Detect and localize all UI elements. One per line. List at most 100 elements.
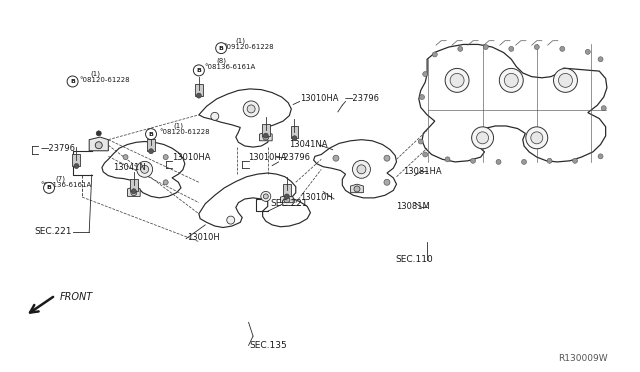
Text: —23796: —23796 [41,144,76,153]
Circle shape [284,197,290,203]
Circle shape [333,155,339,161]
Circle shape [263,134,269,140]
Circle shape [44,182,54,193]
Polygon shape [262,124,270,136]
Circle shape [131,190,137,196]
Circle shape [522,160,527,164]
Text: FRONT: FRONT [60,292,93,302]
Circle shape [432,52,437,57]
Circle shape [384,179,390,185]
Circle shape [445,157,450,162]
Circle shape [559,73,572,87]
Text: (1): (1) [173,123,183,129]
Polygon shape [199,173,310,228]
Circle shape [531,132,543,144]
Text: B: B [219,46,223,51]
Circle shape [292,136,297,141]
Circle shape [554,68,577,92]
Text: (7): (7) [56,175,65,182]
Polygon shape [130,179,138,191]
Text: 13041N: 13041N [113,163,145,172]
Text: (8): (8) [217,58,227,64]
Polygon shape [314,140,397,198]
Circle shape [458,46,463,51]
Circle shape [131,189,136,194]
Circle shape [193,65,204,76]
Text: SEC.221: SEC.221 [35,227,72,236]
Polygon shape [127,187,140,196]
Text: 13010HA: 13010HA [172,153,211,161]
Polygon shape [291,126,298,138]
Circle shape [483,45,488,49]
Circle shape [598,154,603,159]
Circle shape [384,155,390,161]
Circle shape [526,127,548,149]
Polygon shape [89,137,108,151]
Circle shape [534,45,540,49]
Circle shape [148,149,154,154]
Circle shape [422,71,428,77]
Circle shape [353,160,371,178]
Circle shape [598,57,603,62]
Text: 13081HA: 13081HA [403,167,442,176]
Circle shape [137,161,152,177]
Text: —23796: —23796 [344,94,380,103]
Text: °08120-61228: °08120-61228 [159,129,210,135]
Text: B: B [148,132,154,137]
Polygon shape [419,44,607,162]
Circle shape [145,129,157,140]
Circle shape [243,101,259,117]
Circle shape [470,158,476,163]
Text: 13010H: 13010H [188,233,220,243]
Circle shape [163,155,168,160]
Circle shape [284,194,289,199]
Polygon shape [199,89,291,147]
Text: (1): (1) [90,71,100,77]
Circle shape [74,164,79,169]
Circle shape [216,43,227,54]
Text: B: B [47,185,51,190]
Circle shape [419,139,423,144]
Text: B: B [196,68,202,73]
Polygon shape [195,84,203,96]
Circle shape [123,155,128,160]
Circle shape [95,142,102,149]
Text: °08136-6161A: °08136-6161A [41,182,92,188]
Circle shape [499,68,524,92]
Circle shape [67,76,78,87]
Text: 13010H: 13010H [300,193,332,202]
Text: SEC.110: SEC.110 [396,255,433,264]
Circle shape [247,105,255,113]
Polygon shape [259,132,272,141]
Circle shape [547,158,552,163]
Polygon shape [283,185,291,196]
Circle shape [196,93,202,98]
Text: 13010HA: 13010HA [300,94,338,103]
Circle shape [472,127,493,149]
Text: SEC.221: SEC.221 [270,199,308,208]
Circle shape [601,106,606,110]
Text: °09120-61228: °09120-61228 [223,44,274,50]
Circle shape [477,132,488,144]
Text: R130009W: R130009W [559,354,608,363]
Circle shape [227,216,235,224]
Circle shape [263,194,268,199]
Text: 13081M: 13081M [397,202,430,211]
Circle shape [141,165,148,173]
Text: B: B [70,79,75,84]
Text: 13041NA: 13041NA [289,140,328,149]
Polygon shape [351,184,364,193]
Text: —23796: —23796 [275,153,310,161]
Circle shape [450,73,464,87]
Circle shape [96,131,101,136]
Circle shape [357,165,366,174]
Circle shape [573,158,577,163]
Circle shape [445,68,469,92]
Circle shape [211,112,219,120]
Text: (1): (1) [236,38,246,44]
Circle shape [261,192,271,201]
Circle shape [509,46,514,51]
Polygon shape [280,195,293,203]
Polygon shape [147,139,155,151]
Text: SEC.135: SEC.135 [250,341,287,350]
